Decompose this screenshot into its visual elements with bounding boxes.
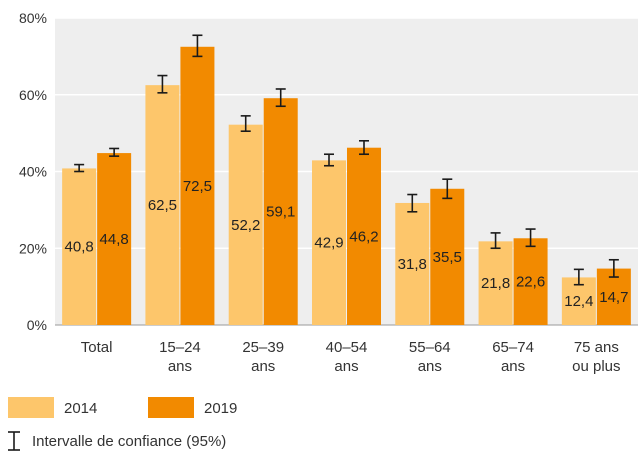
x-category-label: 75 ans	[574, 339, 619, 356]
legend: 2014 2019 Intervalle de confiance (95%)	[8, 397, 237, 451]
bar-2014-2	[228, 124, 263, 326]
data-label-2019-6: 14,7	[599, 289, 628, 306]
bar-2014-5	[478, 241, 513, 325]
bars	[62, 46, 631, 326]
x-category-label: 40–54	[326, 339, 368, 356]
legend-label-2019: 2019	[204, 400, 237, 417]
data-label-2019-1: 72,5	[183, 178, 212, 195]
bar-2019-0	[97, 153, 132, 325]
error-bar-2019-5	[525, 228, 536, 248]
data-labels: 40,8 44,8 62,5 72,5 52,2 59,1 42,9 46,2 31,8 35,5…	[65, 178, 629, 310]
error-bar-2014-0	[74, 163, 85, 173]
error-bar-2014-3	[324, 153, 334, 167]
data-label-2019-3: 46,2	[349, 228, 378, 245]
data-label-2019-0: 44,8	[100, 231, 129, 248]
error-bar-2019-0	[109, 147, 120, 157]
error-bar-2014-1	[157, 74, 168, 94]
error-bar-2019-4	[442, 178, 453, 200]
x-category-label: 15–24	[159, 339, 201, 356]
error-bar-2019-6	[608, 258, 619, 278]
y-tick-label: 80%	[19, 10, 47, 26]
y-tick-label: 0%	[27, 317, 47, 333]
y-tick-label: 40%	[19, 164, 47, 180]
x-category-label: ans	[251, 358, 275, 375]
x-category-label: Total	[81, 339, 113, 356]
x-category-label: ans	[418, 358, 442, 375]
legend-swatch-2014	[8, 397, 54, 418]
bar-2019-6	[596, 268, 631, 325]
data-label-2019-4: 35,5	[433, 249, 462, 266]
bar-2014-4	[395, 202, 430, 325]
error-bar-2019-1	[192, 34, 203, 58]
x-category-label: 25–39	[242, 339, 284, 356]
x-category-label: 55–64	[409, 339, 451, 356]
data-label-2014-3: 42,9	[314, 235, 343, 252]
x-category-label: 65–74	[492, 339, 534, 356]
bar-2019-5	[513, 238, 548, 325]
error-bar-2014-4	[407, 193, 418, 213]
data-label-2014-5: 21,8	[481, 275, 510, 292]
error-bar-2019-2	[275, 88, 286, 108]
y-tick-label: 20%	[19, 240, 47, 256]
error-bars	[74, 34, 619, 286]
bar-2019-3	[347, 147, 381, 325]
bar-2019-2	[263, 98, 298, 325]
data-label-2014-4: 31,8	[398, 256, 427, 273]
data-label-2019-5: 22,6	[516, 274, 545, 291]
x-category-label: ans	[501, 358, 525, 375]
x-axis-categories: Total 15–24 ans 25–39 ans 40–54 ans 55–64 ans 65–…	[81, 339, 621, 375]
error-bar-2014-5	[490, 232, 501, 250]
error-bar-2019-3	[359, 140, 369, 156]
data-label-2014-2: 52,2	[231, 217, 260, 234]
error-bar-2014-2	[240, 115, 251, 133]
legend-swatch-2019	[148, 397, 194, 418]
x-category-label: ans	[168, 358, 192, 375]
data-label-2014-1: 62,5	[148, 197, 177, 214]
x-category-label: ou plus	[572, 358, 620, 375]
y-axis-ticks: 0% 20% 40% 60% 80%	[19, 10, 47, 333]
legend-label-2014: 2014	[64, 400, 97, 417]
data-label-2019-2: 59,1	[266, 204, 295, 221]
bar-2014-1	[145, 85, 180, 325]
bar-2014-3	[312, 160, 346, 325]
y-tick-label: 60%	[19, 87, 47, 103]
bar-2019-1	[180, 46, 215, 325]
error-bar-icon	[8, 431, 20, 451]
bar-2014-0	[62, 168, 97, 325]
error-bar-2014-6	[573, 268, 584, 286]
x-category-label: ans	[334, 358, 358, 375]
legend-label-errorbar: Intervalle de confiance (95%)	[32, 433, 226, 450]
bar-2019-4	[430, 188, 465, 325]
data-label-2014-6: 12,4	[564, 293, 593, 310]
data-label-2014-0: 40,8	[65, 239, 94, 256]
